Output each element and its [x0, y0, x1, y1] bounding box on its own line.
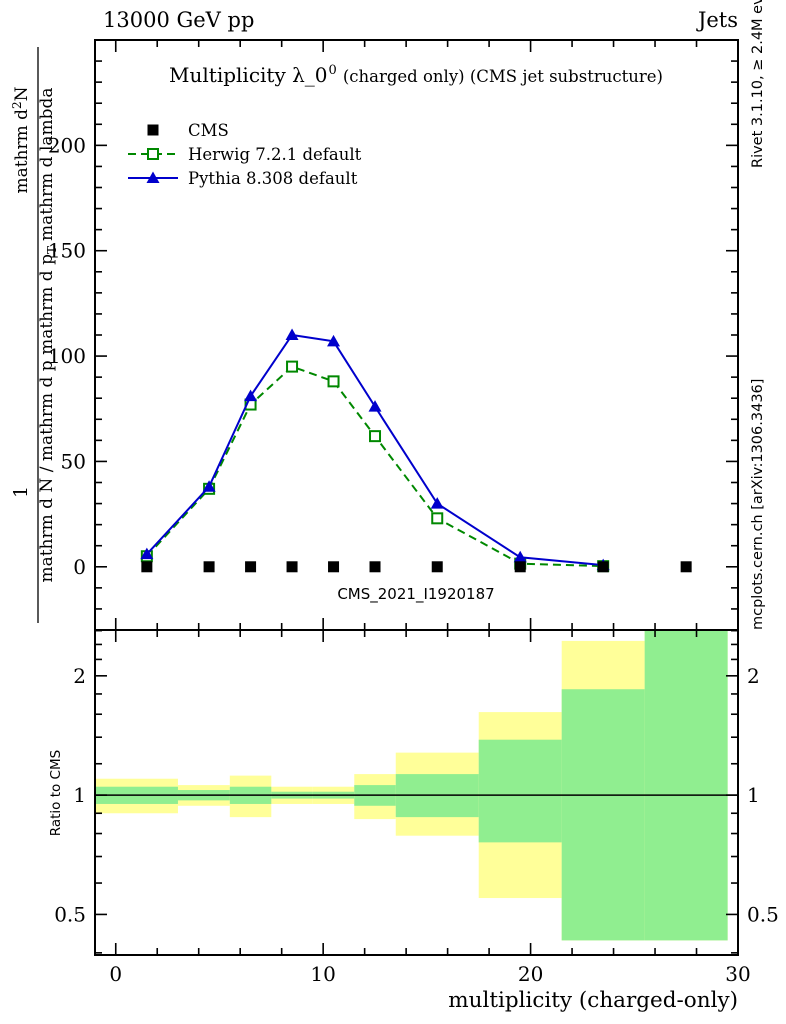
data-marker	[431, 512, 444, 525]
tick-label: 0	[73, 555, 86, 579]
data-marker	[327, 334, 341, 347]
ylabel-denominator: mathrm d N / mathrm d p mathrm d pTmathr…	[37, 87, 59, 582]
legend: CMS Herwig 7.2.1 default Pythia 8.308 defa…	[128, 121, 362, 188]
data-marker	[203, 561, 215, 573]
rivet-version-label: Rivet 3.1.10, ≥ 2.4M events	[750, 0, 766, 168]
data-marker	[328, 561, 340, 573]
ylabel-den-sub: T	[45, 246, 59, 254]
tick-label: 20	[518, 962, 543, 986]
ylabel-num-text2: N	[12, 86, 32, 101]
tick-label: 0	[109, 962, 122, 986]
tick-label: 0.5	[747, 902, 779, 926]
series-cms	[141, 561, 692, 573]
legend-label: Herwig 7.2.1 default	[188, 145, 362, 164]
series-line	[146, 333, 604, 567]
data-marker	[147, 148, 159, 160]
data-marker	[327, 375, 340, 388]
legend-entry: Herwig 7.2.1 default	[128, 145, 362, 164]
series-line	[146, 365, 604, 568]
tick-label: 0.5	[54, 902, 86, 926]
data-marker	[369, 430, 382, 443]
legend-entry: Pythia 8.308 default	[128, 169, 358, 188]
data-marker	[513, 550, 527, 563]
axis-ticks	[95, 39, 739, 955]
title-superscript: 0	[329, 63, 337, 78]
ylabel-prefix-one: 1	[10, 486, 32, 498]
data-marker	[140, 547, 154, 560]
tick-label: 1	[73, 783, 86, 807]
tick-label: 2	[747, 664, 760, 688]
watermark: CMS_2021_I1920187	[337, 585, 494, 604]
analysis-group-label: Jets	[696, 8, 738, 32]
series-herwig	[140, 360, 610, 573]
band-inner	[561, 689, 645, 941]
data-marker	[146, 171, 160, 183]
data-marker	[141, 561, 153, 573]
mcplots-reference-label: mcplots.cern.ch [arXiv:1306.3436]	[750, 379, 766, 630]
tick-label: 1	[747, 783, 760, 807]
tick-label: 200	[48, 133, 86, 157]
ratio-y-axis-label: Ratio to CMS	[48, 750, 64, 836]
ratio-uncertainty-bands	[95, 630, 728, 941]
title-main: Multiplicity λ_0	[169, 63, 327, 87]
series-pythia	[140, 328, 610, 571]
main-y-axis-label: mathrm d2N 1 mathrm d N / mathrm d p mat…	[10, 47, 59, 623]
data-marker	[244, 389, 258, 402]
x-axis-label: multiplicity (charged-only)	[448, 988, 738, 1013]
tick-label: 2	[73, 664, 86, 688]
plot-title: Multiplicity λ_00 (charged only) (CMS jet…	[169, 63, 663, 87]
data-marker	[368, 400, 382, 412]
beam-energy-label: 13000 GeV pp	[103, 8, 254, 32]
ratio-frame	[94, 629, 739, 956]
legend-label: CMS	[188, 121, 229, 140]
ylabel-den-text2: mathrm d lambda	[37, 87, 57, 241]
tick-label: 50	[61, 449, 86, 473]
data-marker	[286, 360, 299, 373]
data-marker	[285, 328, 299, 340]
data-marker	[430, 497, 444, 509]
band-inner	[478, 739, 562, 843]
tick-label: 10	[310, 962, 335, 986]
tick-label: 100	[48, 344, 86, 368]
legend-entry: CMS	[147, 121, 229, 140]
tick-label: 150	[48, 239, 86, 263]
ylabel-num-sup: 2	[10, 101, 24, 109]
band-inner	[644, 630, 728, 941]
title-subtitle: (charged only) (CMS jet substructure)	[343, 67, 663, 86]
data-marker	[680, 561, 692, 573]
ylabel-den-text: mathrm d N / mathrm d p mathrm d p	[37, 254, 57, 583]
data-marker	[597, 561, 609, 573]
data-marker	[245, 561, 257, 573]
data-marker	[431, 561, 443, 573]
data-marker	[202, 480, 216, 492]
ylabel-num-text: mathrm d	[12, 109, 32, 194]
data-marker	[147, 124, 159, 136]
data-marker	[369, 561, 381, 573]
tick-label: 30	[725, 962, 750, 986]
ylabel-numerator: mathrm d2N	[10, 86, 32, 193]
data-marker	[514, 561, 526, 573]
data-marker	[286, 561, 298, 573]
legend-label: Pythia 8.308 default	[188, 169, 358, 188]
